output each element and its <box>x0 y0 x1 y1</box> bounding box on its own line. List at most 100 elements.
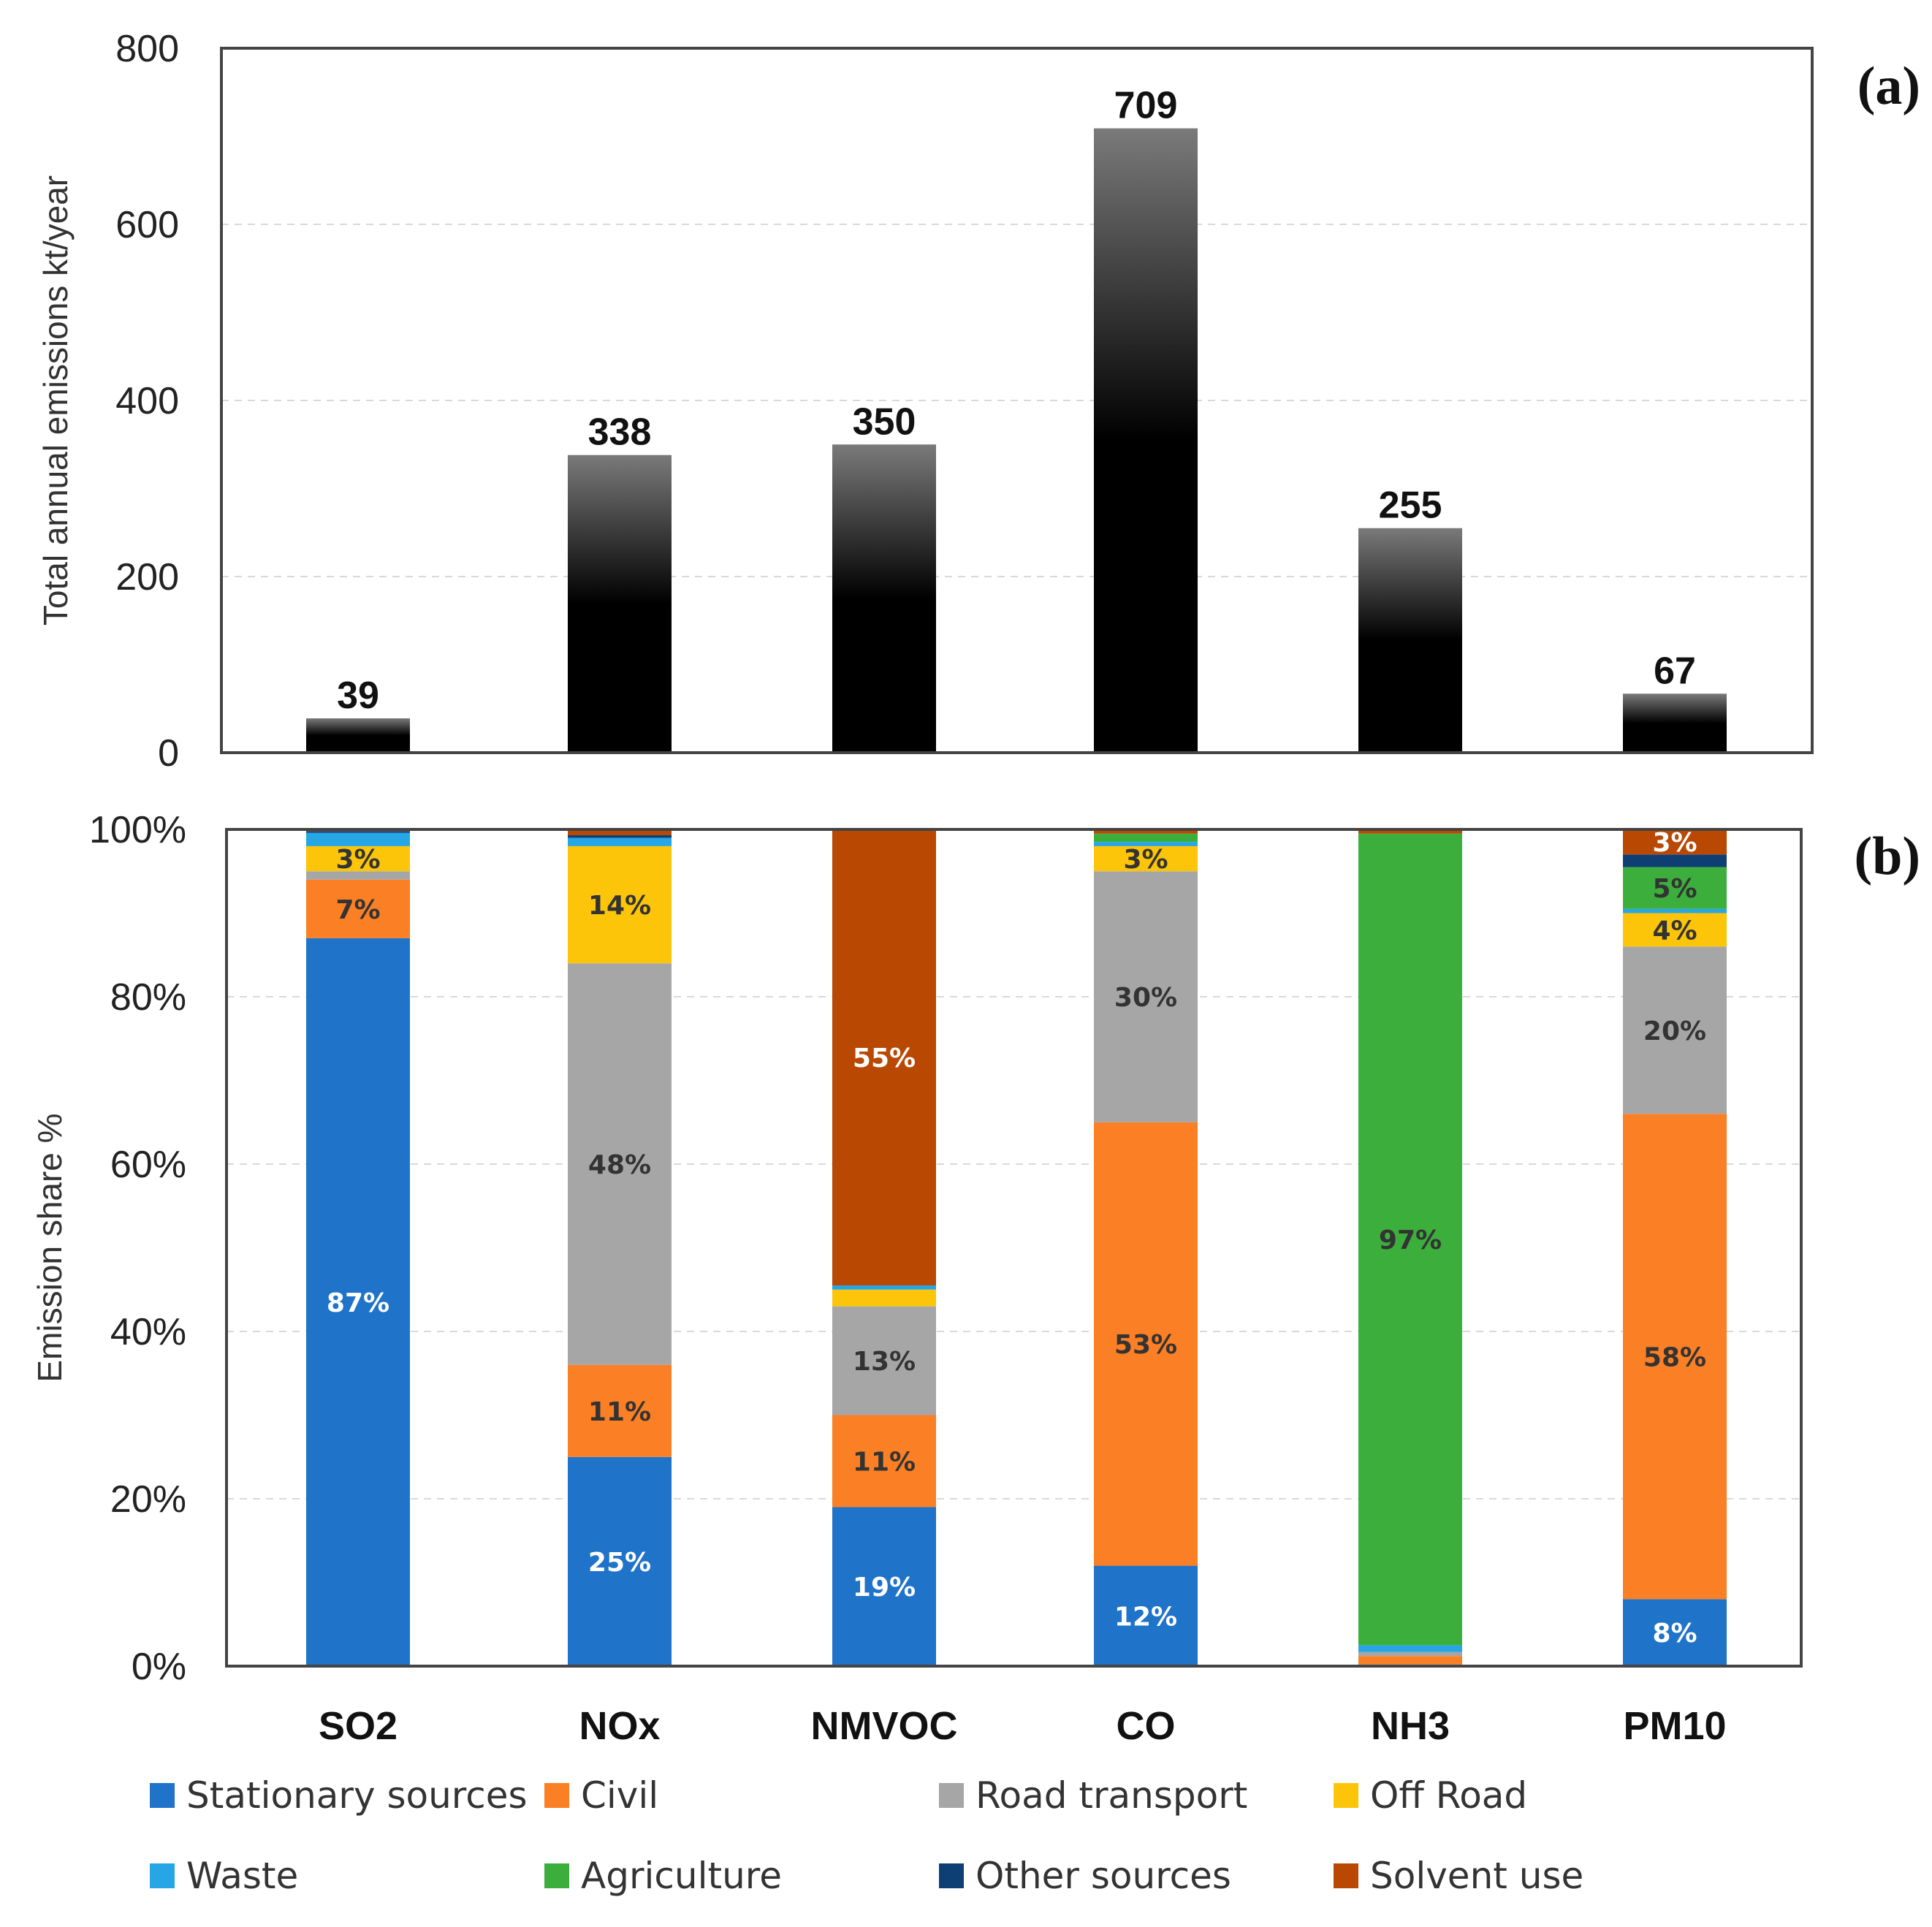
segment-label-nox-stationary-sources: 25% <box>588 1548 651 1578</box>
segment-label-nox-road-transport: 48% <box>588 1150 651 1180</box>
panel-b-emission-share: 0% 20% 40% 60% 80% 100% 87% 7% 3% SO2 25% 11% 48% 14%… <box>31 809 1920 1748</box>
value-label-pm10: 67 <box>1654 650 1696 692</box>
y-tick-a-0: 0 <box>158 732 179 775</box>
legend-label-solvent-use: Solvent use <box>1370 1855 1583 1897</box>
legend-label-civil: Civil <box>581 1774 658 1817</box>
segment-label-nmvoc-stationary-sources: 19% <box>853 1573 916 1603</box>
segment-label-pm10-road-transport: 20% <box>1643 1016 1706 1046</box>
segment-nh3-waste <box>1358 1645 1462 1652</box>
y-axis-title-b: Emission share % <box>31 1113 69 1382</box>
legend-label-waste: Waste <box>186 1855 298 1897</box>
value-label-co: 709 <box>1114 85 1178 127</box>
panel-label-b: (b) <box>1855 826 1920 886</box>
plot-frame-a <box>220 47 1814 754</box>
segment-nmvoc-civil <box>832 1415 936 1508</box>
legend-label-road-transport: Road transport <box>975 1774 1247 1817</box>
segment-label-so2-stationary-sources: 87% <box>327 1288 389 1318</box>
segment-pm10-agriculture <box>1623 867 1727 909</box>
legend: Stationary sources Civil Road transport Off… <box>150 1774 1583 1897</box>
segment-nox-solvent-use <box>568 829 672 836</box>
segment-label-nmvoc-solvent-use: 55% <box>853 1044 916 1073</box>
legend-label-off-road: Off Road <box>1370 1774 1527 1817</box>
segment-label-co-civil: 53% <box>1114 1330 1177 1360</box>
segment-so2-civil <box>306 879 410 938</box>
x-tick-co: CO <box>1117 1704 1176 1748</box>
segment-co-civil <box>1094 1122 1198 1566</box>
y-tick-b-80: 80% <box>110 976 186 1019</box>
bar-nmvoc <box>832 444 936 753</box>
bar-co <box>1094 128 1198 753</box>
segment-nh3-road-transport <box>1358 1652 1462 1657</box>
segment-pm10-civil <box>1623 1114 1727 1600</box>
panel-a-total-emissions: 0 200 400 600 800 39 338 350 709 255 67 Total annua… <box>37 28 1920 775</box>
segment-label-nmvoc-road-transport: 13% <box>853 1347 916 1377</box>
segment-nox-other-sources <box>568 835 672 838</box>
legend-label-agriculture: Agriculture <box>581 1855 782 1897</box>
bar-pm10 <box>1623 693 1727 753</box>
segment-label-pm10-solvent-use: 3% <box>1652 828 1697 858</box>
bar-nh3 <box>1358 528 1462 753</box>
y-tick-a-200: 200 <box>115 556 179 598</box>
segment-nh3-civil <box>1358 1656 1462 1665</box>
segment-nmvoc-solvent-use <box>832 829 936 1286</box>
segment-co-solvent-use <box>1094 829 1198 834</box>
segment-so2-other-sources <box>306 831 410 833</box>
segment-label-pm10-off-road: 4% <box>1652 916 1697 946</box>
segment-pm10-stationary-sources <box>1623 1599 1727 1666</box>
segment-so2-stationary-sources <box>306 938 410 1666</box>
y-tick-a-400: 400 <box>115 380 179 422</box>
y-tick-b-0: 0% <box>132 1646 186 1688</box>
segment-label-pm10-stationary-sources: 8% <box>1652 1619 1697 1649</box>
plot-frame-b <box>225 828 1803 1668</box>
y-tick-a-800: 800 <box>115 28 179 70</box>
x-tick-nox: NOx <box>579 1704 660 1748</box>
y-tick-a-600: 600 <box>115 204 179 246</box>
segment-nox-road-transport <box>568 963 672 1365</box>
value-label-so2: 39 <box>337 674 379 717</box>
segment-nh3-agriculture <box>1358 833 1462 1646</box>
segment-so2-road-transport <box>306 871 410 880</box>
segment-pm10-off-road <box>1623 913 1727 947</box>
legend-swatch-waste <box>150 1863 175 1888</box>
segment-so2-waste <box>306 832 410 846</box>
segment-label-so2-off-road: 3% <box>335 845 380 875</box>
panel-label-a: (a) <box>1857 56 1920 116</box>
segment-pm10-waste <box>1623 908 1727 913</box>
legend-swatch-stationary-sources <box>150 1783 175 1808</box>
y-tick-b-20: 20% <box>110 1478 186 1521</box>
legend-swatch-civil <box>544 1783 569 1808</box>
segment-label-nox-off-road: 14% <box>588 891 651 921</box>
segment-nox-off-road <box>568 845 672 964</box>
segment-co-agriculture <box>1094 833 1198 843</box>
segment-label-co-road-transport: 30% <box>1114 983 1177 1013</box>
bar-so2 <box>306 718 410 753</box>
segment-label-nh3-agriculture: 97% <box>1379 1225 1442 1255</box>
segment-pm10-solvent-use <box>1623 829 1727 855</box>
segment-nh3-solvent-use <box>1358 829 1462 834</box>
segment-nox-waste <box>568 837 672 846</box>
segment-pm10-other-sources <box>1623 854 1727 867</box>
segment-co-road-transport <box>1094 871 1198 1122</box>
segment-label-pm10-agriculture: 5% <box>1652 874 1697 904</box>
legend-swatch-road-transport <box>939 1783 964 1808</box>
legend-swatch-other-sources <box>939 1863 964 1888</box>
segment-label-co-stationary-sources: 12% <box>1114 1602 1177 1632</box>
segment-label-co-off-road: 3% <box>1123 845 1168 875</box>
segment-co-off-road <box>1094 845 1198 872</box>
segment-nmvoc-off-road <box>832 1289 936 1307</box>
value-label-nh3: 255 <box>1379 484 1442 527</box>
x-tick-nmvoc: NMVOC <box>811 1704 958 1748</box>
segment-label-pm10-civil: 58% <box>1643 1342 1706 1372</box>
x-tick-so2: SO2 <box>319 1704 398 1748</box>
x-tick-pm10: PM10 <box>1623 1704 1726 1748</box>
legend-swatch-agriculture <box>544 1863 569 1888</box>
segment-so2-off-road <box>306 845 410 872</box>
segment-co-stationary-sources <box>1094 1565 1198 1666</box>
y-tick-b-100: 100% <box>89 809 186 851</box>
segment-label-nmvoc-civil: 11% <box>853 1447 916 1477</box>
y-tick-b-60: 60% <box>110 1144 186 1186</box>
segment-nmvoc-waste <box>832 1285 936 1290</box>
segment-label-nox-civil: 11% <box>588 1397 651 1427</box>
legend-label-other-sources: Other sources <box>975 1855 1231 1897</box>
